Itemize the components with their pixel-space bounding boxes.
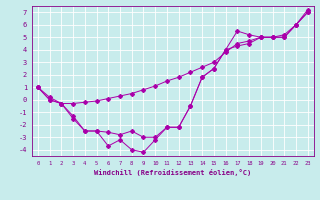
- X-axis label: Windchill (Refroidissement éolien,°C): Windchill (Refroidissement éolien,°C): [94, 169, 252, 176]
